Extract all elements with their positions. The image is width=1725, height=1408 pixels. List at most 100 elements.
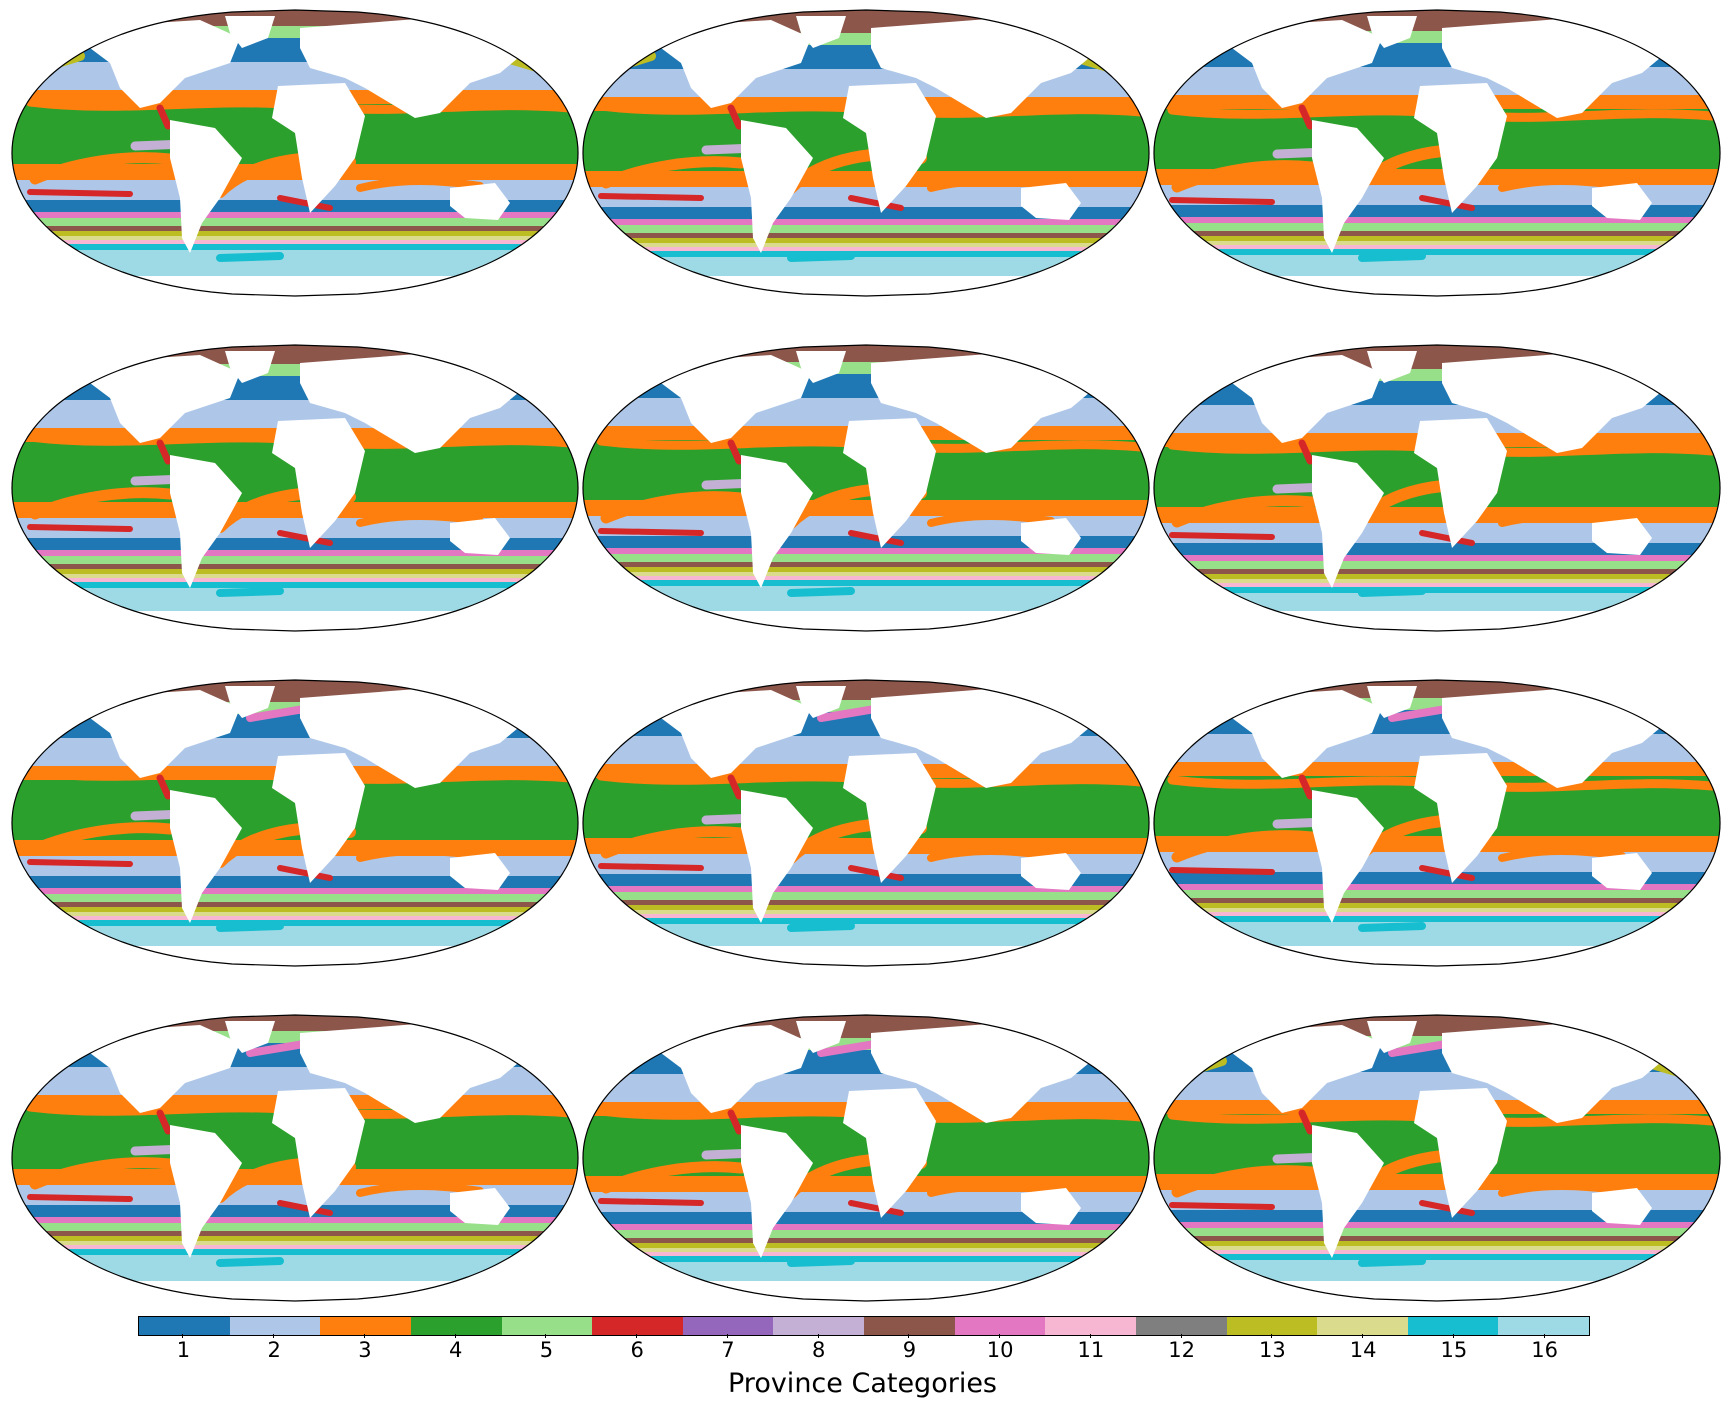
province-band-13 (12, 569, 578, 574)
province-band-1 (583, 536, 1149, 548)
province-band-10 (583, 548, 1149, 554)
province-feature-6 (598, 1198, 704, 1206)
maps-grid (10, 8, 1722, 1303)
land-mass (843, 1088, 936, 1218)
land-mass (741, 790, 813, 923)
land-mass (1592, 853, 1652, 890)
province-band-11 (12, 1245, 578, 1249)
province-band-5 (12, 556, 578, 564)
land-mass (300, 18, 530, 118)
province-band-14 (1154, 241, 1720, 245)
province-band-1 (1154, 872, 1720, 884)
colorbar-tick-4: 4 (436, 1334, 476, 1362)
province-band-5 (12, 1031, 578, 1043)
province-feature-3 (927, 177, 1055, 192)
map-panel (1152, 343, 1722, 633)
land-mass (272, 1088, 365, 1218)
land-mass (661, 20, 811, 108)
colorbar-swatch-7 (682, 1317, 774, 1335)
land-mass (1021, 518, 1081, 555)
province-feature-3 (927, 512, 1055, 527)
map-svg (582, 9, 1150, 297)
province-band-13 (583, 567, 1149, 572)
province-feature-6 (277, 195, 333, 211)
province-band-14 (1154, 579, 1720, 583)
map-panel (1152, 8, 1722, 298)
province-feature-6 (727, 774, 743, 800)
land-mass (170, 790, 242, 923)
map-panel (581, 1013, 1151, 1303)
land-mass (1172, 276, 1712, 296)
land-mass (741, 455, 813, 588)
province-band-1 (583, 874, 1149, 886)
province-band-13 (1154, 1241, 1720, 1246)
province-band-15 (583, 251, 1149, 257)
province-band-5 (12, 26, 578, 38)
colorbar-swatch-1 (139, 1317, 230, 1335)
province-feature-3 (600, 156, 747, 189)
province-band-10 (1154, 555, 1720, 561)
province-feature-3 (29, 1157, 176, 1190)
land-mass (1367, 351, 1417, 383)
province-band-9 (583, 562, 1149, 567)
province-band-9 (1154, 345, 1720, 369)
province-feature-6 (848, 1200, 904, 1216)
province-feature-15 (1358, 922, 1426, 932)
province-band-10 (583, 1224, 1149, 1230)
land-mass (225, 1021, 275, 1053)
province-feature-3 (1498, 512, 1626, 527)
province-band-9 (12, 1015, 578, 1031)
map-outline (11, 344, 579, 632)
province-band-15 (12, 1249, 578, 1255)
colorbar-tick-11: 11 (1071, 1334, 1111, 1362)
province-feature-15 (216, 922, 284, 932)
land-mass (1021, 1188, 1081, 1225)
colorbar-swatch-2 (229, 1317, 321, 1335)
province-feature-6 (1419, 865, 1475, 881)
province-feature-3 (1171, 1165, 1318, 1198)
land-mass (225, 351, 275, 383)
province-band-3 (12, 164, 578, 180)
province-band-1 (1154, 1210, 1720, 1222)
province-band-5 (583, 1230, 1149, 1238)
land-mass (1414, 83, 1507, 213)
province-band-13 (1154, 903, 1720, 908)
land-mass (300, 1023, 530, 1123)
province-band-15 (583, 918, 1149, 924)
province-band-10 (583, 219, 1149, 225)
province-band-9 (583, 233, 1149, 238)
colorbar-tick-7: 7 (708, 1334, 748, 1362)
map-panel (581, 678, 1151, 968)
land-mass (871, 688, 1101, 788)
province-band-9 (1154, 680, 1720, 698)
province-feature-6 (1298, 439, 1314, 465)
land-mass (1414, 753, 1507, 883)
province-band-13 (1154, 236, 1720, 241)
province-band-15 (1154, 1254, 1720, 1260)
province-band-5 (1154, 369, 1720, 381)
province-feature-6 (27, 524, 133, 532)
land-mass (661, 355, 811, 443)
map-panel (10, 1013, 580, 1303)
province-band-9 (12, 345, 578, 364)
province-band-11 (1154, 1250, 1720, 1254)
map-panel (10, 8, 580, 298)
colorbar-tick-15: 15 (1434, 1334, 1474, 1362)
map-outline (1153, 344, 1721, 632)
province-feature-15 (1358, 587, 1426, 597)
province-band-5 (583, 362, 1149, 374)
map-svg (1153, 344, 1721, 632)
province-band-11 (583, 247, 1149, 251)
province-feature-3 (927, 1182, 1055, 1197)
colorbar-swatch-10 (954, 1317, 1046, 1335)
province-feature-6 (1419, 1200, 1475, 1216)
province-band-1 (1154, 205, 1720, 217)
province-feature-6 (1298, 1109, 1314, 1135)
map-svg (582, 344, 1150, 632)
province-band-10 (12, 888, 578, 894)
province-band-2 (12, 856, 578, 876)
province-band-13 (1154, 574, 1720, 579)
province-feature-6 (277, 1200, 333, 1216)
map-panel (1152, 678, 1722, 968)
province-feature-6 (727, 439, 743, 465)
